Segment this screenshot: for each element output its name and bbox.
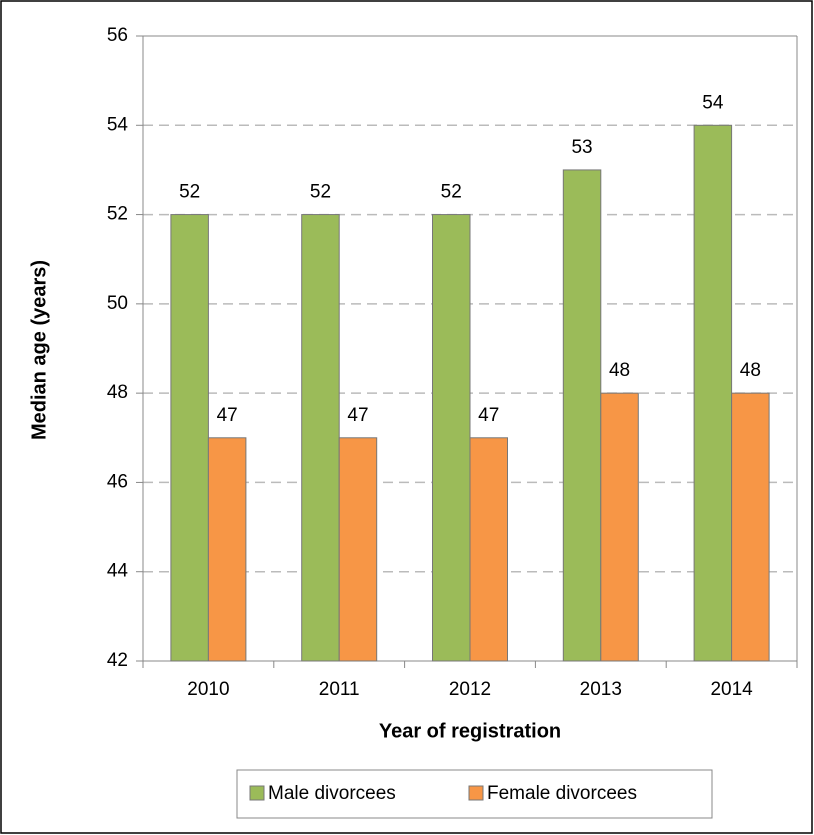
x-axis-title: Year of registration	[379, 720, 561, 742]
y-tick-label: 48	[107, 382, 128, 403]
bar	[693, 124, 733, 662]
bar	[207, 437, 247, 662]
y-tick-label: 54	[107, 114, 129, 135]
legend-label: Male divorcees	[268, 783, 396, 804]
data-label: 54	[702, 92, 724, 113]
data-label: 52	[310, 182, 331, 203]
y-axis-title: Median age (years)	[28, 260, 50, 440]
data-label: 53	[571, 137, 592, 158]
y-tick-label: 46	[107, 471, 128, 492]
x-tick-label: 2010	[187, 679, 229, 700]
x-tick-label: 2012	[449, 679, 491, 700]
x-tick-label: 2013	[580, 679, 622, 700]
y-tick-label: 44	[107, 561, 129, 582]
bar	[301, 214, 340, 662]
bar	[731, 392, 770, 662]
y-tick-label: 50	[107, 293, 128, 314]
bar	[432, 214, 471, 662]
y-tick-label: 52	[107, 204, 128, 225]
y-tick-label: 56	[107, 25, 128, 46]
bar	[469, 437, 508, 662]
x-tick-label: 2011	[319, 679, 360, 700]
data-label: 47	[217, 405, 238, 426]
bar	[562, 169, 602, 662]
bar	[338, 437, 378, 662]
data-label: 47	[478, 405, 499, 426]
legend-swatch	[468, 785, 484, 801]
bar	[600, 392, 639, 662]
legend-label: Female divorcees	[487, 783, 637, 804]
data-label: 47	[347, 405, 368, 426]
data-label: 52	[179, 182, 200, 203]
x-tick-label: 2014	[710, 679, 753, 700]
y-tick-label: 42	[107, 650, 128, 671]
data-label: 52	[441, 182, 462, 203]
data-label: 48	[609, 360, 630, 381]
bar	[170, 214, 209, 662]
data-label: 48	[740, 360, 761, 381]
legend-swatch	[249, 785, 265, 801]
